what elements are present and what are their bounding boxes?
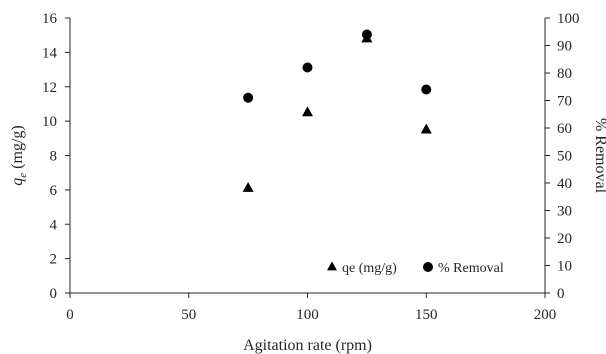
right-y-tick-label: 10 (557, 259, 572, 275)
left-y-tick-label: 16 (42, 11, 58, 27)
right-y-tick-label: 100 (557, 11, 580, 27)
left-y-tick-label: 10 (42, 114, 57, 130)
removal-point (243, 93, 253, 103)
x-tick-label: 150 (415, 307, 438, 323)
data-points (243, 30, 432, 192)
right-y-tick-label: 30 (557, 204, 572, 220)
left-y-tick-label: 14 (42, 45, 58, 61)
left-y-tick-label: 8 (50, 149, 58, 165)
legend: qe (mg/g) % Removal (327, 261, 504, 276)
removal-point (362, 30, 372, 40)
x-tick-label: 50 (181, 307, 196, 323)
right-y-tick-label: 0 (557, 286, 565, 302)
left-y-axis-title: qe (mg/g) (9, 125, 29, 185)
x-axis-title: Agitation rate (rpm) (243, 337, 372, 354)
right-y-tick-label: 40 (557, 176, 572, 192)
tick-labels: 0 50 100 150 2000246810121416010203040506070… (42, 11, 580, 323)
qe-point (302, 106, 313, 116)
left-y-tick-label: 2 (50, 252, 58, 268)
left-y-tick-label: 12 (42, 80, 57, 96)
right-y-tick-label: 70 (557, 94, 572, 110)
removal-point (421, 85, 431, 95)
axes (65, 18, 550, 298)
left-y-tick-label: 6 (50, 183, 58, 199)
removal-point (303, 63, 313, 73)
right-y-tick-label: 20 (557, 231, 572, 247)
right-y-tick-label: 60 (557, 121, 572, 137)
qe-point (243, 182, 254, 192)
right-y-tick-label: 80 (557, 66, 572, 82)
right-y-axis-title: % Removal (592, 118, 606, 194)
left-y-axis-symbol: q (9, 178, 26, 186)
left-y-tick-label: 0 (50, 286, 58, 302)
right-y-tick-label: 50 (557, 149, 572, 165)
legend-label: qe (mg/g) (342, 261, 397, 276)
left-y-axis-unit: (mg/g) (9, 125, 26, 173)
left-y-tick-label: 4 (50, 217, 58, 233)
legend-circle-marker (423, 262, 433, 272)
right-y-tick-label: 90 (557, 39, 572, 55)
legend-label: % Removal (438, 261, 504, 276)
x-tick-label: 200 (534, 307, 557, 323)
x-tick-label: 0 (66, 307, 74, 323)
legend-triangle-marker (327, 261, 337, 270)
qe-point (421, 124, 432, 134)
x-tick-label: 100 (296, 307, 319, 323)
